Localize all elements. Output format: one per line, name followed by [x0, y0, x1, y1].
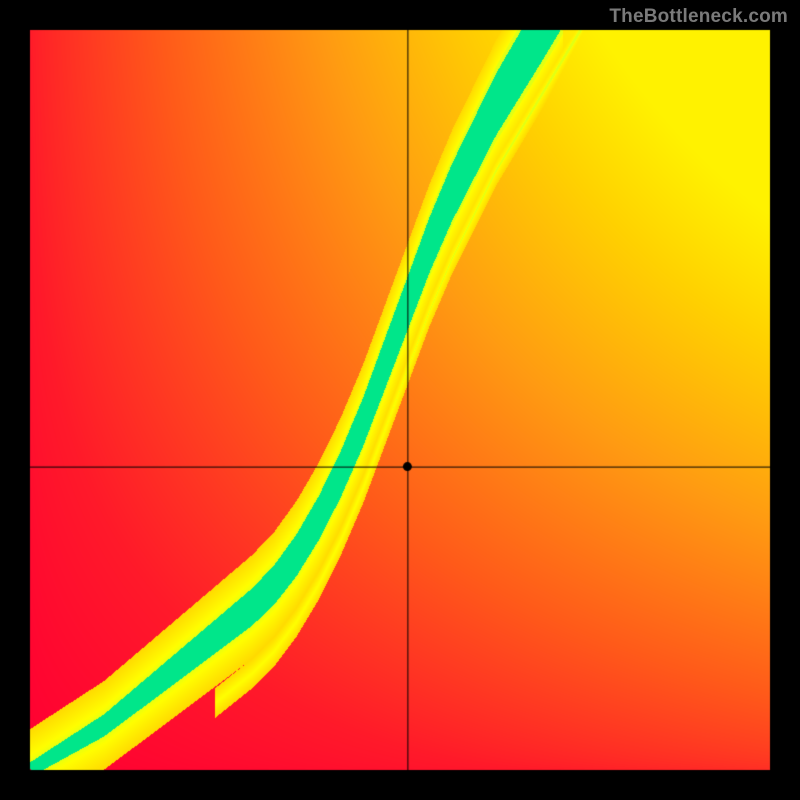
- bottleneck-heatmap: [0, 0, 800, 800]
- watermark-text: TheBottleneck.com: [609, 6, 788, 28]
